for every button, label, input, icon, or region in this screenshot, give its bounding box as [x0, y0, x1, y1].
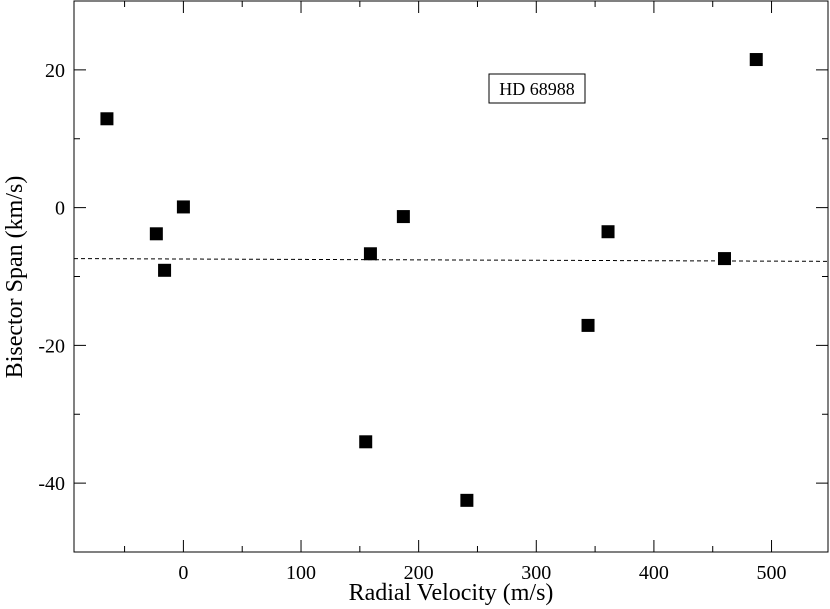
- data-point: [359, 435, 373, 449]
- data-point: [149, 227, 163, 241]
- plot-frame: [73, 0, 829, 553]
- data-point: [158, 263, 172, 277]
- x-tick-label: 100: [286, 562, 316, 584]
- data-point-layer: [100, 53, 763, 507]
- y-tick-label: 20: [45, 60, 65, 82]
- data-point: [460, 493, 474, 507]
- legend-box: [488, 73, 586, 104]
- data-point: [176, 200, 190, 214]
- data-point: [581, 318, 595, 332]
- x-tick-label: 0: [178, 562, 188, 584]
- y-axis-title: Bisector Span (km/s): [2, 176, 28, 379]
- legend-label: HD 68988: [499, 79, 575, 99]
- tick-layer: 0 100 200 300 400 500 -40 -20 0 20: [38, 1, 828, 584]
- fit-line-layer: [73, 258, 829, 262]
- x-tick-label: 400: [639, 562, 669, 584]
- data-point: [749, 53, 763, 67]
- y-tick-label: -20: [38, 335, 65, 357]
- legend: HD 68988: [488, 73, 586, 104]
- data-point: [396, 210, 410, 224]
- x-axis-title: Radial Velocity (m/s): [349, 580, 554, 606]
- y-tick-label: 0: [55, 198, 65, 220]
- data-point: [100, 112, 114, 126]
- data-point: [717, 252, 731, 266]
- x-tick-label: 200: [404, 562, 434, 584]
- x-tick-label: 300: [521, 562, 551, 584]
- x-tick-label: 500: [757, 562, 787, 584]
- data-point: [601, 225, 615, 239]
- dashed-fit-line: [73, 258, 829, 262]
- data-point: [363, 247, 377, 261]
- y-tick-label: -40: [38, 473, 65, 495]
